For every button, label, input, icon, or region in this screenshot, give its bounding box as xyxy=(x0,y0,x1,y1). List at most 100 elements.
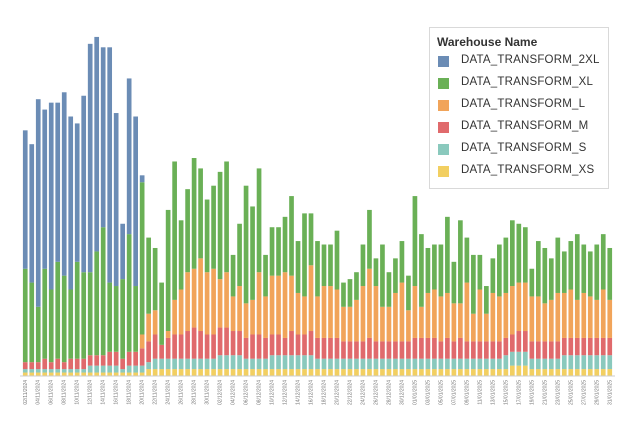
bar-segment[interactable] xyxy=(146,313,151,342)
bar-segment[interactable] xyxy=(568,337,574,356)
bar-segment[interactable] xyxy=(159,358,164,370)
bar-segment[interactable] xyxy=(535,241,541,297)
bar-segment[interactable] xyxy=(471,313,476,342)
bar-segment[interactable] xyxy=(22,130,28,269)
bar-segment[interactable] xyxy=(373,258,379,287)
bar-segment[interactable] xyxy=(87,43,93,273)
bar-segment[interactable] xyxy=(172,334,177,359)
bar-segment[interactable] xyxy=(419,337,424,359)
bar-segment[interactable] xyxy=(35,306,41,363)
bar-segment[interactable] xyxy=(399,358,405,370)
bar-segment[interactable] xyxy=(94,251,100,356)
bar-segment[interactable] xyxy=(276,227,281,276)
bar-segment[interactable] xyxy=(191,158,197,269)
bar-segment[interactable] xyxy=(263,369,268,376)
bar-segment[interactable] xyxy=(289,196,294,276)
bar-segment[interactable] xyxy=(516,351,522,366)
bar-segment[interactable] xyxy=(347,358,353,370)
bar-segment[interactable] xyxy=(510,286,515,335)
bar-segment[interactable] xyxy=(146,369,151,376)
bar-segment[interactable] xyxy=(211,185,216,269)
bar-segment[interactable] xyxy=(438,341,444,359)
bar-segment[interactable] xyxy=(230,296,236,332)
bar-segment[interactable] xyxy=(211,334,216,359)
bar-segment[interactable] xyxy=(574,337,580,356)
bar-segment[interactable] xyxy=(432,289,437,338)
bar-segment[interactable] xyxy=(35,362,41,370)
bar-segment[interactable] xyxy=(510,334,515,352)
bar-segment[interactable] xyxy=(600,234,606,290)
bar-segment[interactable] xyxy=(581,244,587,293)
bar-segment[interactable] xyxy=(211,268,216,335)
bar-segment[interactable] xyxy=(29,144,35,283)
bar-segment[interactable] xyxy=(432,358,437,370)
bar-segment[interactable] xyxy=(308,213,314,266)
bar-segment[interactable] xyxy=(600,355,606,370)
bar-segment[interactable] xyxy=(497,341,502,359)
bar-segment[interactable] xyxy=(289,275,294,332)
bar-segment[interactable] xyxy=(490,258,496,293)
bar-segment[interactable] xyxy=(594,369,600,376)
bar-segment[interactable] xyxy=(198,331,203,359)
bar-segment[interactable] xyxy=(269,355,275,370)
bar-segment[interactable] xyxy=(386,358,392,370)
bar-segment[interactable] xyxy=(581,369,587,376)
bar-segment[interactable] xyxy=(347,341,353,359)
bar-segment[interactable] xyxy=(237,223,242,287)
bar-segment[interactable] xyxy=(276,334,281,356)
bar-segment[interactable] xyxy=(574,369,580,376)
bar-segment[interactable] xyxy=(289,369,294,376)
bar-segment[interactable] xyxy=(399,241,405,283)
bar-segment[interactable] xyxy=(198,369,203,376)
bar-segment[interactable] xyxy=(100,355,106,366)
bar-segment[interactable] xyxy=(445,369,450,376)
bar-segment[interactable] xyxy=(152,247,158,311)
bar-segment[interactable] xyxy=(380,341,385,359)
bar-segment[interactable] xyxy=(263,337,268,359)
bar-segment[interactable] xyxy=(581,292,587,338)
bar-segment[interactable] xyxy=(367,268,372,338)
bar-segment[interactable] xyxy=(178,289,184,335)
bar-segment[interactable] xyxy=(139,348,145,366)
bar-segment[interactable] xyxy=(204,358,210,370)
bar-segment[interactable] xyxy=(55,358,61,370)
bar-segment[interactable] xyxy=(516,223,522,283)
bar-segment[interactable] xyxy=(243,303,249,338)
bar-segment[interactable] xyxy=(159,369,164,376)
bar-segment[interactable] xyxy=(61,372,67,376)
bar-segment[interactable] xyxy=(354,369,359,376)
bar-segment[interactable] xyxy=(191,268,197,328)
bar-segment[interactable] xyxy=(380,369,385,376)
bar-segment[interactable] xyxy=(581,355,587,370)
bar-segment[interactable] xyxy=(555,369,561,376)
bar-segment[interactable] xyxy=(522,351,528,366)
bar-segment[interactable] xyxy=(107,282,113,352)
bar-segment[interactable] xyxy=(594,355,600,370)
bar-segment[interactable] xyxy=(445,216,450,293)
bar-segment[interactable] xyxy=(458,358,463,370)
bar-segment[interactable] xyxy=(607,355,613,370)
bar-segment[interactable] xyxy=(386,306,392,342)
bar-segment[interactable] xyxy=(594,244,600,300)
bar-segment[interactable] xyxy=(204,369,210,376)
bar-segment[interactable] xyxy=(81,369,87,373)
bar-segment[interactable] xyxy=(191,327,197,359)
bar-segment[interactable] xyxy=(165,369,171,376)
bar-segment[interactable] xyxy=(451,369,457,376)
bar-segment[interactable] xyxy=(445,337,450,359)
bar-segment[interactable] xyxy=(548,341,554,359)
bar-segment[interactable] xyxy=(516,331,522,352)
bar-segment[interactable] xyxy=(282,369,288,376)
bar-segment[interactable] xyxy=(152,310,158,335)
bar-segment[interactable] xyxy=(256,272,262,335)
bar-segment[interactable] xyxy=(178,369,184,376)
bar-segment[interactable] xyxy=(522,282,528,332)
bar-segment[interactable] xyxy=(497,369,502,376)
bar-segment[interactable] xyxy=(107,365,113,373)
bar-segment[interactable] xyxy=(120,358,126,370)
bar-segment[interactable] xyxy=(126,78,132,235)
bar-segment[interactable] xyxy=(445,358,450,370)
bar-segment[interactable] xyxy=(165,337,171,359)
bar-segment[interactable] xyxy=(94,372,100,376)
bar-segment[interactable] xyxy=(347,279,353,307)
